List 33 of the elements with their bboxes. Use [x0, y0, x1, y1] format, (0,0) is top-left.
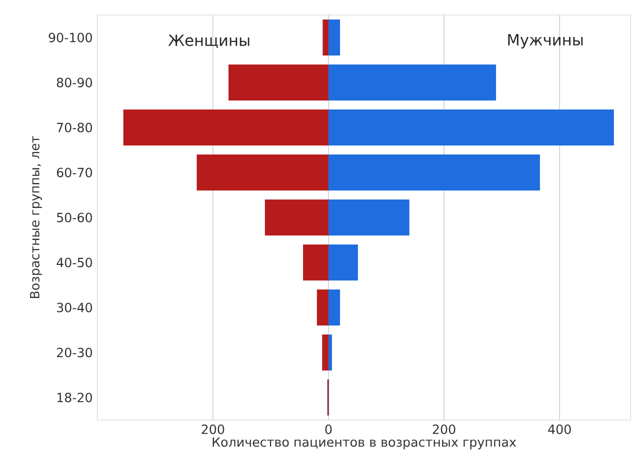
y-tick-label: 18-20	[57, 392, 92, 402]
bar	[264, 200, 328, 236]
x-tick-label: 400	[548, 424, 571, 434]
bar	[228, 64, 328, 101]
x-tick-label: 200	[202, 424, 224, 434]
bar	[322, 20, 328, 56]
series-label: Женщины	[168, 34, 250, 48]
y-tick-label: 80-90	[56, 78, 92, 88]
y-tick-label: 30-40	[57, 302, 92, 312]
x-tick-label: 200	[432, 424, 456, 434]
bar	[328, 110, 614, 146]
bar	[328, 244, 358, 281]
series-label: Мужчины	[508, 34, 583, 49]
x-tick-label: 0	[325, 424, 332, 434]
y-tick-label: 70-80	[57, 122, 92, 132]
bar	[328, 334, 332, 371]
y-tick-label: 20-30	[56, 348, 92, 358]
bar	[328, 64, 496, 101]
bar	[328, 200, 410, 236]
bar	[303, 244, 328, 281]
y-tick-label: 50-60	[57, 212, 92, 222]
y-tick-label: 40-50	[56, 258, 92, 268]
bar	[328, 290, 340, 326]
bar	[123, 110, 328, 146]
y-tick-label: 60-70	[56, 168, 92, 178]
bar	[328, 20, 340, 56]
bar	[328, 154, 540, 191]
bar	[316, 290, 328, 326]
bar	[196, 154, 328, 191]
bar	[322, 334, 328, 371]
y-tick-label: 90-100	[48, 32, 92, 42]
x-axis-title: Количество пациентов в возрастных группах	[212, 437, 516, 450]
y-axis-title: Возрастные группы, лет	[30, 136, 42, 298]
